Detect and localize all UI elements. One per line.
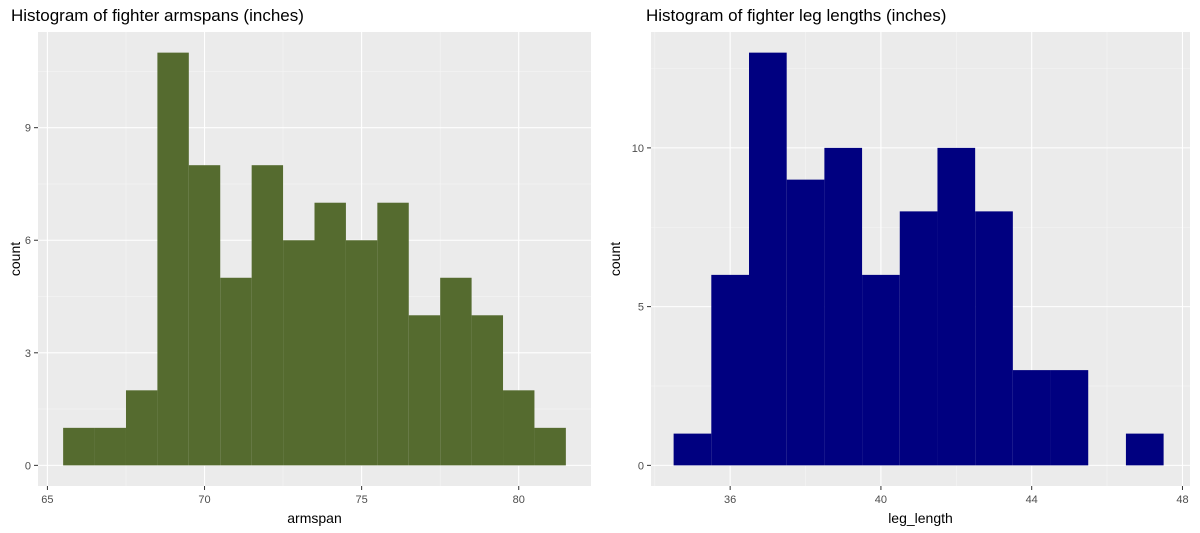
histogram-bar [937,147,976,466]
chart-title: Histogram of fighter leg lengths (inches… [646,6,947,25]
histogram-bar [440,277,472,466]
histogram-bar [1125,433,1164,466]
histogram-bar [377,202,409,466]
histogram-bar [251,165,284,466]
histogram-bar [786,179,825,466]
x-tick-label: 40 [875,494,887,506]
y-tick-label: 10 [632,143,644,155]
armspan-histogram-panel: Histogram of fighter armspans (inches) 6… [7,6,591,526]
x-tick-label: 48 [1176,494,1188,506]
histogram-bar [125,390,158,466]
histogram-bar [345,240,378,466]
x-axis-label: leg_length [888,510,953,526]
histogram-bar [1050,370,1089,466]
histogram-bar [188,165,221,466]
x-tick-label: 80 [513,494,525,506]
chart-title: Histogram of fighter armspans (inches) [11,6,304,25]
x-tick-label: 36 [724,494,736,506]
histogram-bar [283,240,315,466]
y-tick-label: 0 [638,460,644,472]
histogram-bar [975,211,1013,466]
x-axis-label: armspan [287,510,341,526]
histogram-bar [534,427,566,466]
y-tick-label: 3 [25,348,31,360]
leg-length-histogram: 36 40 44 48 0 5 10 leg_length count [607,32,1190,526]
x-tick-label: 44 [1026,494,1038,506]
y-tick-label: 5 [638,302,644,314]
y-tick-label: 0 [25,460,31,472]
histogram-bar [749,52,787,466]
x-tick-label: 75 [356,494,368,506]
histogram-bar [503,390,535,466]
histogram-bar [408,315,441,466]
leg-length-histogram-panel: Histogram of fighter leg lengths (inches… [600,0,1200,533]
x-tick-label: 70 [198,494,210,506]
histogram-bar [157,52,189,466]
histogram-bar [314,202,346,466]
armspan-histogram: 65 70 75 80 0 3 6 9 armspan count [7,32,591,526]
y-tick-label: 6 [25,235,31,247]
histogram-bar [673,433,712,466]
y-axis-label: count [607,242,623,276]
histogram-bar [824,147,863,466]
x-tick-label: 65 [41,494,53,506]
histogram-bar [899,211,938,466]
histogram-bar [711,274,749,466]
histogram-bar [63,427,95,466]
histogram-bar [220,277,252,466]
histogram-bar [94,427,126,466]
y-axis-label: count [7,242,23,276]
histogram-bar [1012,370,1051,466]
y-tick-label: 9 [25,123,31,135]
histogram-bar [862,274,900,466]
histogram-bar [471,315,504,466]
